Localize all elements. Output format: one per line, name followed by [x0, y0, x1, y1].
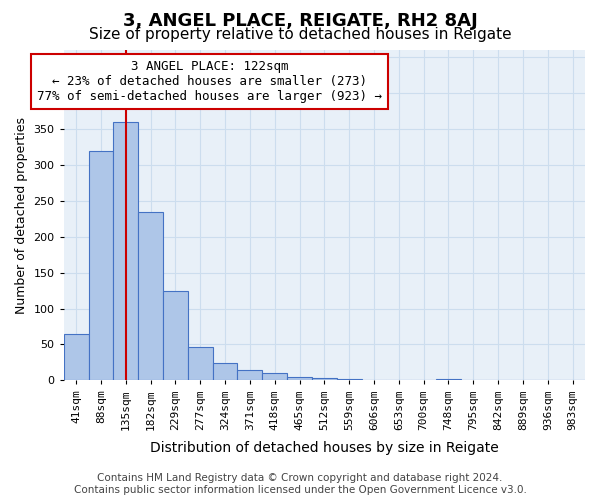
Bar — [163, 290, 188, 380]
Bar — [287, 377, 312, 380]
Text: 3 ANGEL PLACE: 122sqm
← 23% of detached houses are smaller (273)
77% of semi-det: 3 ANGEL PLACE: 122sqm ← 23% of detached … — [37, 60, 382, 103]
Bar — [337, 379, 362, 380]
Bar — [312, 378, 337, 380]
Bar — [89, 150, 113, 380]
Bar — [64, 334, 89, 380]
Bar — [436, 379, 461, 380]
Text: Size of property relative to detached houses in Reigate: Size of property relative to detached ho… — [89, 28, 511, 42]
Bar — [188, 346, 212, 380]
Bar — [138, 212, 163, 380]
Text: 3, ANGEL PLACE, REIGATE, RH2 8AJ: 3, ANGEL PLACE, REIGATE, RH2 8AJ — [122, 12, 478, 30]
Y-axis label: Number of detached properties: Number of detached properties — [15, 116, 28, 314]
Bar — [113, 122, 138, 380]
Text: Contains HM Land Registry data © Crown copyright and database right 2024.
Contai: Contains HM Land Registry data © Crown c… — [74, 474, 526, 495]
X-axis label: Distribution of detached houses by size in Reigate: Distribution of detached houses by size … — [150, 441, 499, 455]
Bar — [238, 370, 262, 380]
Bar — [262, 373, 287, 380]
Bar — [212, 363, 238, 380]
